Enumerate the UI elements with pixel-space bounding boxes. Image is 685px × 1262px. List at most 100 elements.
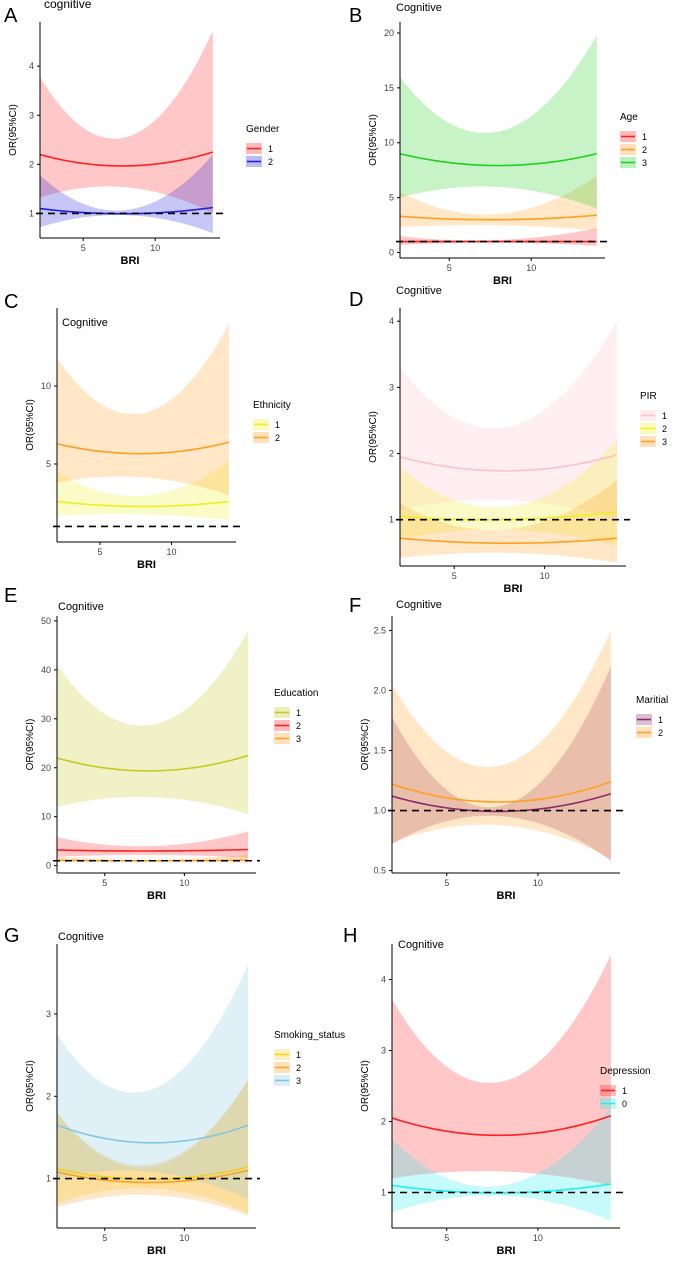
y-tick-label: 2.5	[373, 625, 386, 635]
legend-label: 3	[296, 1076, 301, 1086]
y-tick-label: 2.0	[373, 685, 386, 695]
y-tick-label: 4	[29, 61, 34, 71]
legend-label: 1	[268, 144, 273, 154]
chart-panel-e: E Cognitive 5 10 0 10 20 30 40 50 BRI OR(95%CI) Educ…	[4, 585, 318, 902]
legend-label: 1	[296, 708, 301, 718]
x-axis-label: BRI	[147, 1245, 166, 1257]
panel-label: F	[349, 595, 361, 617]
y-tick-label: 1	[46, 1174, 51, 1184]
y-tick-label: 2	[46, 1091, 51, 1101]
chart-title: Cognitive	[396, 285, 442, 297]
x-axis-label: BRI	[497, 890, 516, 902]
series-line-1	[399, 454, 618, 472]
chart-title: Cognitive	[62, 317, 108, 329]
y-tick-label: 5	[389, 193, 394, 203]
series-line-2	[391, 780, 612, 803]
ci-band-series-2	[57, 831, 249, 858]
x-tick-label: 5	[81, 243, 86, 253]
series-line-3	[56, 1124, 249, 1144]
y-tick-label: 3	[389, 382, 394, 392]
x-tick-label: 5	[97, 547, 102, 557]
chart-title: Cognitive	[396, 2, 442, 14]
y-tick-label: 4	[389, 316, 394, 326]
y-tick-label: 15	[384, 83, 394, 93]
y-axis-label: OR(95%CI)	[25, 1060, 36, 1112]
ci-band-series-2	[400, 175, 597, 231]
y-tick-label: 4	[381, 975, 386, 985]
y-axis-label: OR(95%CI)	[368, 114, 379, 166]
chart-panel-d: D Cognitive 5 10 1 2 3 4 BRI OR(95%CI) PIR 1 2 3	[349, 285, 667, 595]
x-tick-label: 10	[533, 1233, 543, 1243]
legend-label: 3	[662, 437, 667, 447]
series-line-2	[56, 1169, 249, 1184]
legend: Age 1 2 3	[620, 112, 647, 168]
legend-label: 1	[296, 1050, 301, 1060]
y-tick-label: 1	[381, 1188, 386, 1198]
y-tick-label: 3	[29, 110, 34, 120]
x-tick-label: 10	[526, 263, 536, 273]
legend-title: Ethnicity	[253, 400, 291, 411]
legend-title: Gender	[246, 124, 280, 135]
chart-title: Cognitive	[58, 601, 104, 613]
y-tick-label: 20	[41, 763, 51, 773]
legend-label: 2	[296, 721, 301, 731]
panel-label: C	[4, 291, 18, 313]
y-tick-label: 30	[41, 714, 51, 724]
legend-label: 2	[275, 433, 280, 443]
y-tick-label: 5	[46, 459, 51, 469]
legend-label: 3	[296, 734, 301, 744]
ci-band-series-3	[57, 964, 249, 1200]
y-tick-label: 40	[41, 665, 51, 675]
ci-band-series-1	[392, 666, 611, 861]
y-tick-label: 1.0	[373, 806, 386, 816]
y-axis-label: OR(95%CI)	[25, 719, 36, 771]
ci-band-series-1	[392, 954, 611, 1186]
series-line-3	[399, 537, 618, 545]
legend-label: 2	[658, 728, 663, 738]
y-tick-label: 0.5	[373, 866, 386, 876]
y-tick-label: 2	[389, 449, 394, 459]
legend-label: 2	[662, 424, 667, 434]
x-tick-label: 5	[444, 1233, 449, 1243]
y-axis-label: OR(95%CI)	[25, 399, 36, 451]
ci-band-series-1	[400, 228, 597, 246]
legend-label: 1	[275, 420, 280, 430]
ci-band-series-1	[57, 630, 249, 815]
x-tick-label: 5	[102, 878, 107, 888]
y-tick-label: 1.5	[373, 746, 386, 756]
legend-label: 2	[642, 145, 647, 155]
legend-label: 1	[658, 715, 663, 725]
y-tick-label: 10	[384, 138, 394, 148]
y-tick-label: 0	[46, 861, 51, 871]
x-axis-label: BRI	[121, 255, 140, 267]
ci-band-series-3	[400, 35, 597, 209]
x-axis-label: BRI	[137, 559, 156, 571]
legend-title: Education	[274, 688, 318, 699]
legend-label: 1	[662, 411, 667, 421]
chart-panel-b: B Cognitive 5 10 0 5 10 15 20 BRI OR(95%CI) Age 1 2 3	[349, 2, 647, 287]
legend-title: Maritial	[636, 695, 668, 706]
series-line-1	[56, 500, 229, 508]
y-tick-label: 3	[46, 1009, 51, 1019]
y-axis-label: OR(95%CI)	[8, 104, 19, 156]
x-axis-label: BRI	[497, 1245, 516, 1257]
chart-title: Cognitive	[396, 599, 442, 611]
legend-label: 0	[622, 1099, 627, 1109]
x-tick-label: 5	[102, 1233, 107, 1243]
x-tick-label: 10	[179, 878, 189, 888]
y-axis-label: OR(95%CI)	[368, 411, 379, 463]
legend: Smoking_status 1 2 3	[274, 1030, 345, 1086]
legend: Maritial 1 2	[636, 695, 668, 738]
x-tick-label: 10	[540, 571, 550, 581]
legend-label: 3	[642, 158, 647, 168]
x-tick-label: 5	[452, 571, 457, 581]
series-line-2	[56, 441, 230, 455]
legend-title: Age	[620, 112, 638, 123]
ci-band-series-2	[392, 630, 611, 859]
x-axis-label: BRI	[504, 583, 523, 595]
y-tick-label: 2	[29, 159, 34, 169]
ci-band-series-1	[400, 321, 617, 520]
y-tick-label: 10	[41, 812, 51, 822]
